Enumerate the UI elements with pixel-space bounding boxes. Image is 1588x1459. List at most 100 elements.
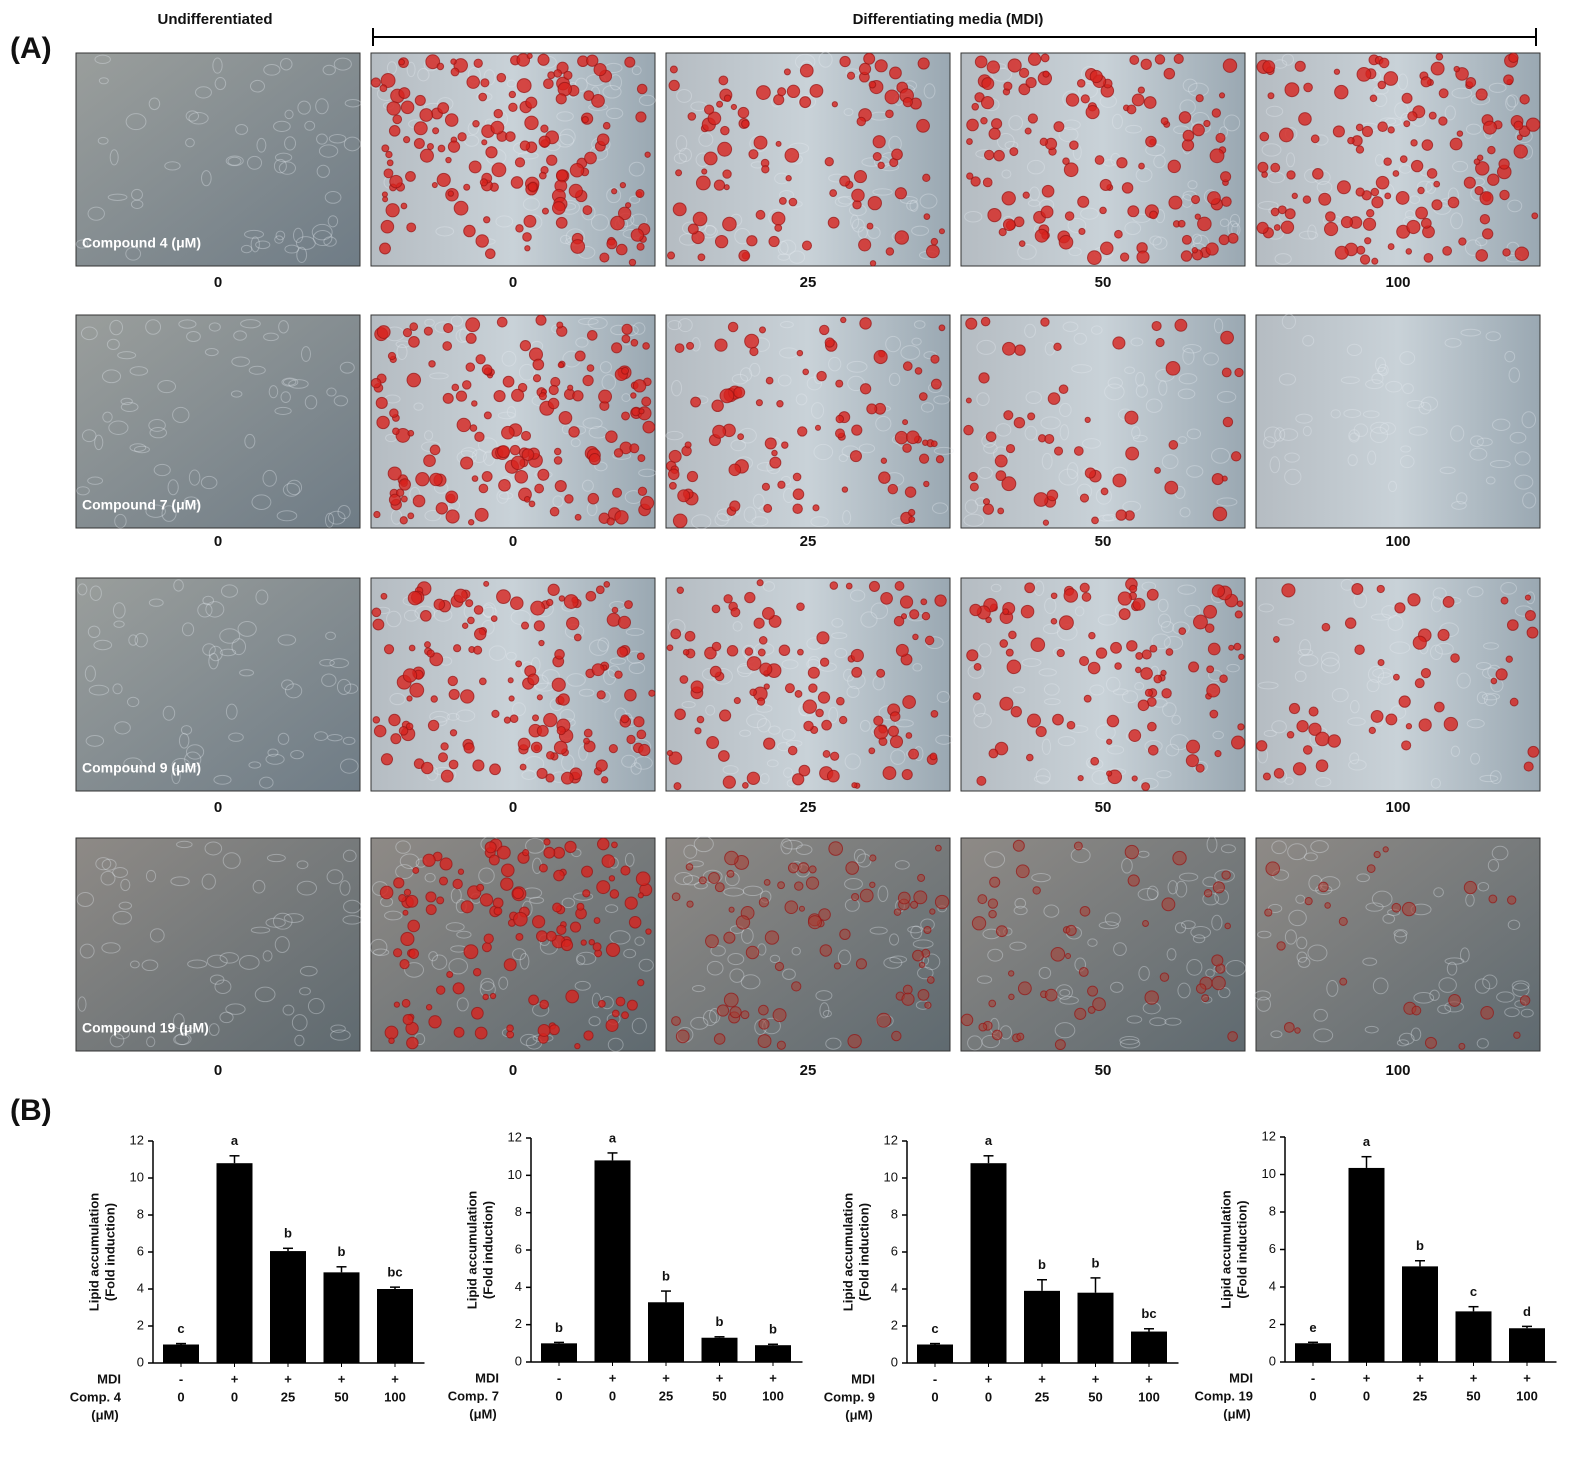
- lipid-droplet: [1079, 905, 1091, 917]
- cell-outline: [225, 703, 238, 720]
- lipid-droplet: [1084, 467, 1097, 479]
- cell-outline: [288, 379, 309, 389]
- cell-outline: [911, 337, 922, 346]
- cell-outline: [628, 161, 645, 177]
- cell-outline: [172, 406, 190, 423]
- cell-outline: [1054, 1022, 1076, 1039]
- cell-outline: [1496, 991, 1515, 1003]
- lipid-droplet: [771, 449, 778, 457]
- lipid-droplet: [969, 482, 979, 492]
- lipid-droplet: [1087, 250, 1102, 265]
- lipid-droplet: [1426, 168, 1438, 179]
- lipid-droplet: [1303, 82, 1313, 93]
- cell-outline: [342, 736, 356, 745]
- lipid-droplet: [746, 771, 761, 785]
- lipid-droplet: [1203, 119, 1211, 128]
- lipid-droplet: [1211, 108, 1222, 118]
- lipid-droplet: [723, 992, 739, 1008]
- lipid-droplet: [401, 998, 411, 1008]
- lipid-droplet: [626, 734, 636, 745]
- lipid-droplet: [1195, 94, 1204, 103]
- cell-outline: [1298, 654, 1319, 667]
- lipid-droplet: [722, 775, 736, 789]
- cell-outline: [894, 719, 914, 728]
- cell-outline: [239, 669, 255, 677]
- cell-outline: [777, 253, 790, 261]
- lipid-droplet: [386, 159, 394, 167]
- lipid-droplet: [1054, 1039, 1066, 1051]
- cell-outline: [1474, 978, 1491, 994]
- lipid-droplet: [1092, 997, 1106, 1011]
- lipid-droplet: [1368, 726, 1376, 735]
- lipid-droplet: [917, 988, 930, 1001]
- lipid-droplet: [859, 888, 874, 903]
- lipid-droplet: [761, 482, 771, 491]
- lipid-droplet: [749, 688, 758, 697]
- lipid-droplet: [599, 252, 610, 263]
- lipid-droplet: [614, 670, 623, 679]
- lipid-droplet: [893, 615, 905, 627]
- cell-outline: [1223, 114, 1241, 132]
- lipid-droplet: [380, 73, 396, 88]
- cell-outline: [1377, 363, 1389, 377]
- lipid-droplet: [496, 589, 511, 605]
- lipid-droplet: [1160, 669, 1167, 677]
- bar: [1024, 1290, 1060, 1363]
- lipid-droplet: [481, 942, 492, 953]
- lipid-droplet: [1505, 655, 1513, 663]
- y-axis-label: Lipid accumulation: [464, 1191, 479, 1310]
- lipid-droplet: [1124, 844, 1140, 860]
- cell-outline: [1475, 236, 1488, 247]
- lipid-droplet: [398, 478, 411, 491]
- cell-outline: [1080, 207, 1099, 220]
- lipid-droplet: [1458, 237, 1467, 246]
- mdi-sign: +: [769, 1370, 777, 1385]
- cell-outline: [149, 427, 168, 439]
- cell-outline: [1388, 480, 1398, 493]
- cell-outline: [883, 957, 903, 969]
- lipid-droplet: [1370, 187, 1380, 197]
- lipid-droplet: [588, 938, 596, 946]
- cell-outline: [1509, 431, 1527, 444]
- cell-outline: [1044, 698, 1061, 706]
- cell-outline: [1418, 401, 1432, 415]
- lipid-droplet: [538, 392, 547, 401]
- cell-outline: [1258, 603, 1274, 613]
- cell-outline: [1389, 641, 1411, 654]
- lipid-droplet: [463, 742, 475, 754]
- cell-outline: [322, 64, 336, 76]
- lipid-droplet: [400, 202, 408, 210]
- lipid-droplet: [666, 749, 674, 757]
- lipid-droplet: [511, 388, 525, 402]
- cell-outline: [628, 661, 646, 675]
- x-tick-label: 100: [384, 1389, 406, 1404]
- lipid-droplet: [536, 724, 549, 737]
- lipid-droplet: [889, 711, 901, 722]
- lipid-droplet: [1160, 117, 1169, 126]
- lipid-droplet: [1506, 619, 1519, 631]
- cell-outline: [844, 753, 861, 770]
- lipid-droplet: [1325, 211, 1336, 222]
- lipid-droplet: [824, 337, 835, 348]
- cell-outline: [1041, 738, 1052, 755]
- cell-outline: [1043, 904, 1060, 918]
- lipid-droplet: [1524, 609, 1536, 622]
- lipid-droplet: [991, 1029, 1003, 1041]
- cell-outline: [268, 385, 279, 399]
- cell-outline: [1504, 1007, 1520, 1018]
- lipid-droplet: [808, 865, 817, 874]
- cell-outline: [404, 962, 425, 978]
- cell-outline: [842, 510, 852, 525]
- lipid-droplet: [1420, 668, 1432, 679]
- micrograph: [369, 836, 656, 1052]
- lipid-droplet: [463, 183, 471, 191]
- lipid-droplet: [413, 121, 428, 136]
- lipid-droplet: [818, 908, 831, 921]
- lipid-droplet: [969, 603, 982, 617]
- cell-outline: [112, 602, 126, 619]
- cell-outline: [1522, 492, 1537, 509]
- lipid-droplet: [586, 364, 595, 372]
- lipid-droplet: [554, 479, 567, 493]
- lipid-droplet: [546, 750, 555, 760]
- cell-outline: [911, 225, 930, 236]
